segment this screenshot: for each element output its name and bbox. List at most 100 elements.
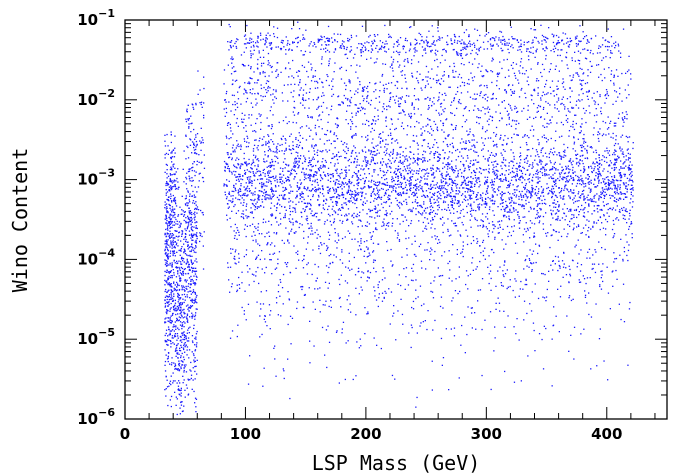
data-point xyxy=(192,230,194,232)
data-point xyxy=(446,189,448,191)
data-point xyxy=(357,179,359,181)
data-point xyxy=(512,184,514,186)
data-point xyxy=(190,260,192,262)
data-point xyxy=(494,200,496,202)
data-point xyxy=(447,184,449,187)
data-point xyxy=(197,186,200,188)
data-point xyxy=(545,235,548,237)
data-point xyxy=(347,147,349,149)
data-point xyxy=(434,235,436,237)
data-point xyxy=(295,157,297,160)
data-point xyxy=(489,198,491,200)
data-point xyxy=(196,294,198,297)
data-point xyxy=(622,28,625,30)
data-point xyxy=(348,169,350,171)
data-point xyxy=(582,193,584,195)
data-point xyxy=(258,199,260,201)
data-point xyxy=(191,388,193,390)
data-point xyxy=(241,63,244,66)
data-point xyxy=(303,187,305,189)
data-point xyxy=(257,206,259,208)
data-point xyxy=(538,216,541,218)
data-point xyxy=(263,189,266,191)
data-point xyxy=(541,172,543,174)
data-point xyxy=(406,189,408,192)
data-point xyxy=(447,228,449,231)
data-point xyxy=(405,184,407,186)
data-point xyxy=(183,336,186,339)
data-point xyxy=(630,221,632,223)
data-point xyxy=(457,76,459,78)
data-point xyxy=(590,165,592,167)
data-point xyxy=(621,209,624,211)
data-point xyxy=(300,183,302,185)
data-point xyxy=(165,242,168,244)
data-point xyxy=(462,193,464,195)
data-point xyxy=(450,201,452,203)
data-point xyxy=(247,215,249,218)
data-point xyxy=(193,226,195,228)
data-point xyxy=(165,216,167,218)
data-point xyxy=(615,139,617,141)
data-point xyxy=(528,149,530,151)
data-point xyxy=(374,154,376,156)
data-point xyxy=(175,289,177,292)
data-point xyxy=(367,94,369,97)
data-point xyxy=(244,161,246,163)
data-point xyxy=(185,281,187,283)
data-point xyxy=(480,84,482,86)
data-point xyxy=(187,245,189,247)
data-point xyxy=(176,368,178,370)
data-point xyxy=(190,275,192,278)
data-point xyxy=(552,229,555,231)
data-point xyxy=(621,134,624,136)
data-point xyxy=(390,162,392,164)
data-point xyxy=(194,216,196,218)
data-point xyxy=(339,219,341,222)
data-point xyxy=(175,223,177,225)
data-point xyxy=(584,207,586,209)
data-point xyxy=(234,149,236,151)
data-point xyxy=(166,302,168,304)
data-point xyxy=(387,184,389,186)
data-point xyxy=(431,223,433,225)
data-point xyxy=(597,64,600,66)
data-point xyxy=(167,271,169,273)
data-point xyxy=(546,156,548,158)
data-point xyxy=(164,339,166,342)
data-point xyxy=(399,146,401,149)
data-point xyxy=(424,173,426,175)
data-point xyxy=(171,152,173,154)
data-point xyxy=(556,219,559,221)
data-point xyxy=(228,170,231,172)
data-point xyxy=(593,195,595,198)
data-point xyxy=(582,37,585,40)
data-point xyxy=(632,195,634,197)
data-point xyxy=(170,298,173,300)
data-point xyxy=(572,178,575,180)
data-point xyxy=(505,165,507,167)
data-point xyxy=(316,98,318,101)
data-point xyxy=(195,296,197,298)
data-point xyxy=(563,203,566,205)
data-point xyxy=(201,235,203,238)
data-point xyxy=(326,219,328,221)
data-point xyxy=(625,182,627,184)
data-point xyxy=(193,128,195,131)
data-point xyxy=(581,84,583,87)
data-point xyxy=(169,246,171,248)
data-point xyxy=(429,206,431,208)
data-point xyxy=(292,111,294,113)
data-point xyxy=(546,174,548,176)
data-point xyxy=(545,101,547,103)
data-point xyxy=(299,186,301,188)
data-point xyxy=(178,226,180,229)
data-point xyxy=(183,215,185,217)
data-point xyxy=(258,175,260,177)
data-point xyxy=(436,186,439,188)
data-point xyxy=(467,188,469,190)
data-point xyxy=(194,299,196,302)
data-point xyxy=(334,169,337,171)
data-point xyxy=(184,203,187,205)
data-point xyxy=(612,137,614,139)
